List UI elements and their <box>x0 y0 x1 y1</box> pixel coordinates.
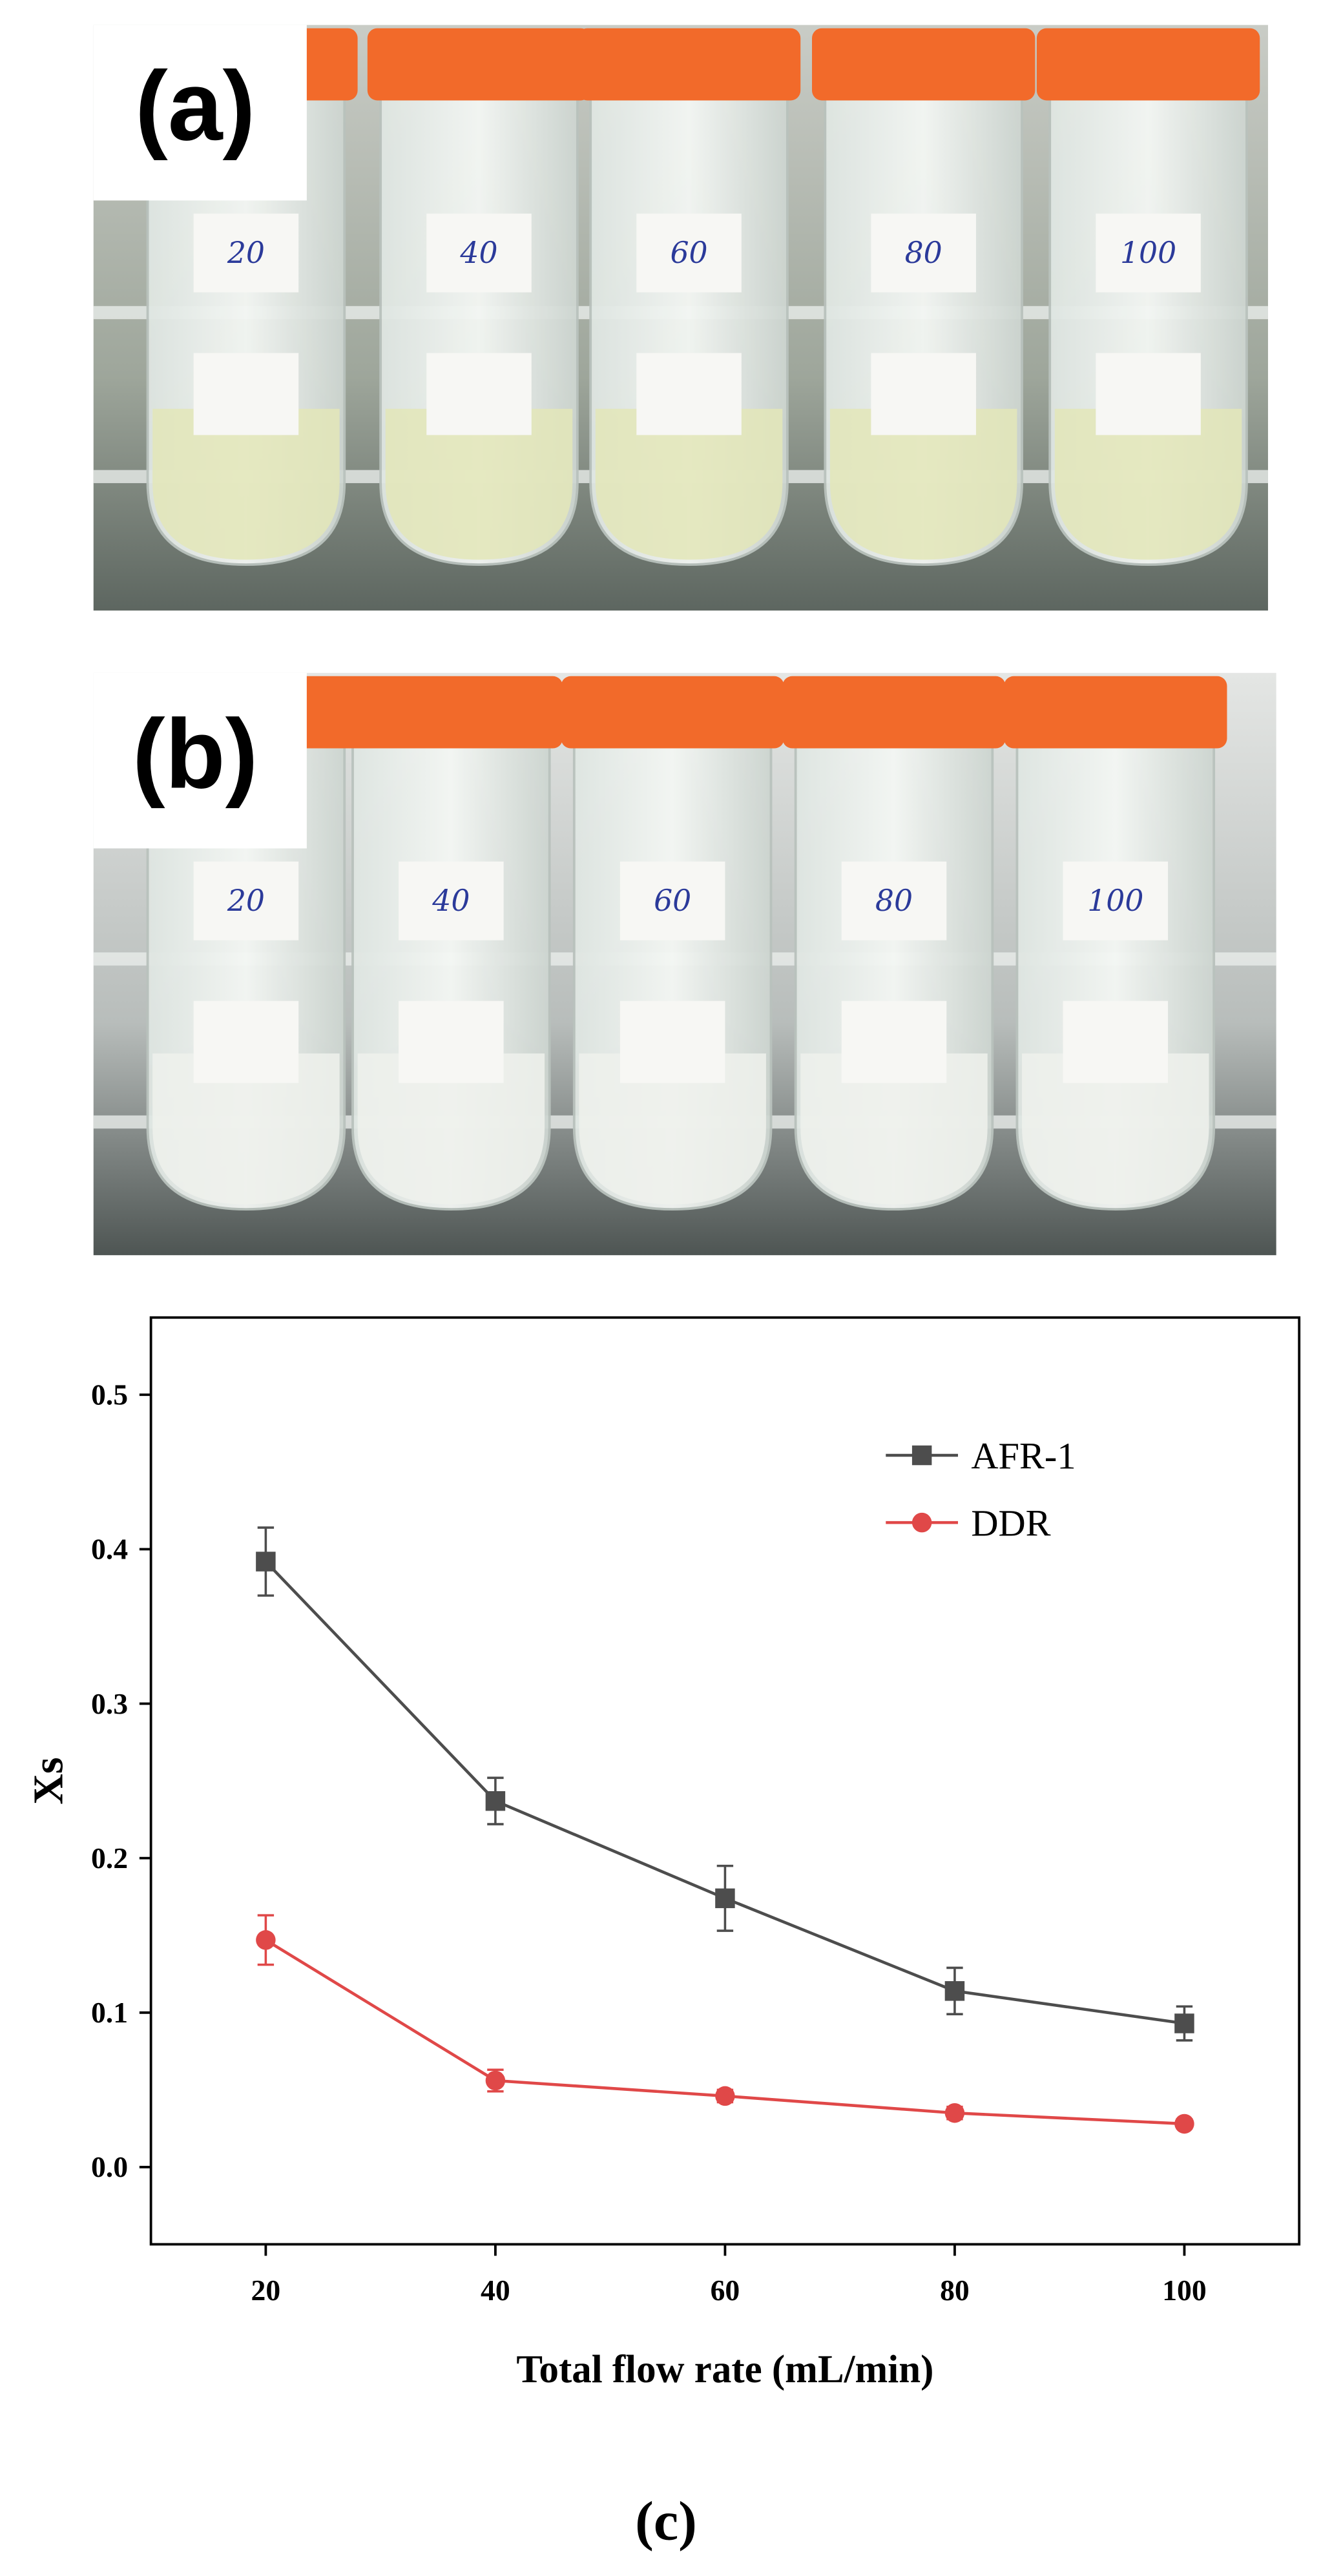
liquid <box>1022 1053 1209 1205</box>
liquid <box>1054 408 1242 560</box>
cap <box>782 676 1006 749</box>
panel-label: (b) <box>132 699 258 809</box>
tube-label <box>193 861 299 940</box>
tube-number: 60 <box>654 884 691 918</box>
tube-number: 60 <box>670 236 707 270</box>
y-tick-label: 0.1 <box>91 1996 128 2029</box>
cap <box>339 676 563 749</box>
tube-number: 100 <box>1087 884 1143 918</box>
marker <box>944 2103 965 2123</box>
x-tick-label: 100 <box>1162 2274 1207 2307</box>
cap <box>1004 676 1227 749</box>
tube-label <box>1096 213 1201 293</box>
x-tick-label: 20 <box>251 2274 281 2307</box>
tube-label <box>193 213 299 293</box>
tube-label <box>426 353 532 435</box>
tube-label <box>193 353 299 435</box>
tube-number: 80 <box>905 236 942 270</box>
marker <box>715 1888 735 1909</box>
tube-label <box>193 1001 299 1083</box>
y-tick-label: 0.5 <box>91 1378 128 1411</box>
liquid <box>152 408 340 560</box>
cap <box>561 676 784 749</box>
marker <box>256 1552 276 1572</box>
tube-label <box>871 213 976 293</box>
cap <box>812 28 1035 101</box>
panel-label: (a) <box>135 51 255 161</box>
tube-number: 100 <box>1120 236 1176 270</box>
marker <box>256 1930 276 1950</box>
tube-label <box>619 1001 725 1083</box>
cap <box>367 28 591 101</box>
marker <box>485 1791 506 1811</box>
tube-label <box>1063 861 1169 940</box>
marker <box>715 2086 735 2106</box>
tube-number: 80 <box>875 884 913 918</box>
x-tick-label: 60 <box>711 2274 740 2307</box>
x-tick-label: 40 <box>481 2274 510 2307</box>
marker <box>1174 2013 1194 2033</box>
legend-label: AFR-1 <box>971 1435 1076 1477</box>
liquid <box>800 1053 988 1205</box>
liquid <box>385 408 573 560</box>
cap <box>1036 28 1260 101</box>
tube-label <box>841 1001 947 1083</box>
tube-label <box>841 861 947 940</box>
liquid <box>152 1053 340 1205</box>
marker <box>1174 2114 1194 2134</box>
y-tick-label: 0.3 <box>91 1687 128 1720</box>
x-axis-label: Total flow rate (mL/min) <box>516 2348 933 2391</box>
marker <box>485 2070 506 2091</box>
photo: 20 40 60 80 100 (b) <box>93 672 1276 1256</box>
tube-number: 40 <box>432 884 470 918</box>
y-axis-label: Xs <box>25 1757 72 1804</box>
y-tick-label: 0.2 <box>91 1842 128 1875</box>
cap <box>577 28 801 101</box>
liquid <box>595 408 783 560</box>
tube-label <box>399 1001 504 1083</box>
tube-label <box>871 353 976 435</box>
y-tick-label: 0.4 <box>91 1533 128 1566</box>
series-line <box>264 1560 1185 2025</box>
liquid <box>829 408 1017 560</box>
tube-label <box>619 861 725 940</box>
y-tick-label: 0.0 <box>91 2150 128 2183</box>
tube-label <box>1096 353 1201 435</box>
liquid <box>357 1053 545 1205</box>
tube-label <box>426 213 532 293</box>
panel-label-box <box>93 672 307 849</box>
legend-label: DDR <box>971 1502 1050 1544</box>
legend-marker <box>911 1445 932 1466</box>
tube-number: 40 <box>459 236 497 270</box>
tube-label <box>399 861 504 940</box>
liquid <box>579 1053 766 1205</box>
tube-number: 20 <box>227 884 265 918</box>
tube-label <box>636 353 742 435</box>
panel-label-box <box>93 25 307 201</box>
caption: (c) <box>635 2490 697 2552</box>
tube-number: 20 <box>227 236 265 270</box>
marker <box>944 1981 965 2001</box>
tube-label <box>636 213 742 293</box>
x-tick-label: 80 <box>940 2274 970 2307</box>
legend-marker <box>911 1512 932 1533</box>
tube-label <box>1063 1001 1169 1083</box>
photo: 20 40 60 80 100 (a) <box>93 25 1268 611</box>
